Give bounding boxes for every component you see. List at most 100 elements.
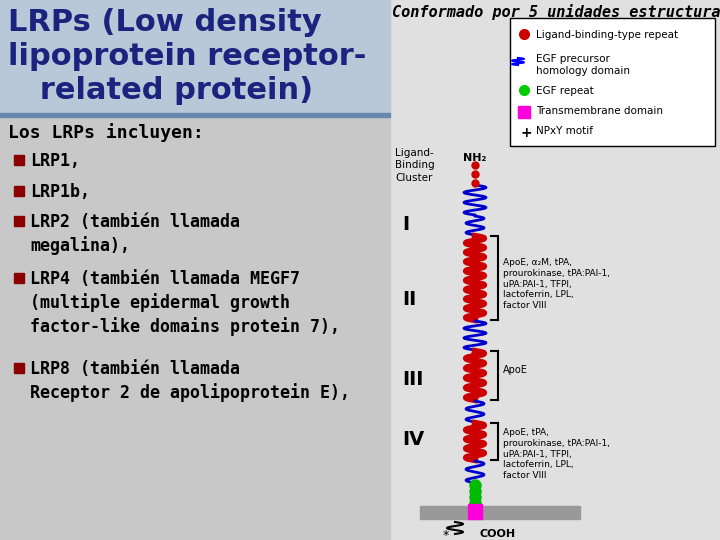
Bar (660, 0, 668, 540)
Bar (132, 0, 140, 540)
Bar (72, 0, 80, 540)
Bar (180, 0, 188, 540)
Text: LRP1,: LRP1, (30, 152, 80, 170)
Bar (24, 0, 32, 540)
Text: +: + (520, 126, 531, 140)
Bar (14, 155, 24, 165)
Text: I: I (402, 215, 409, 234)
Bar (336, 0, 344, 540)
Bar (216, 0, 224, 540)
Text: Los LRPs incluyen:: Los LRPs incluyen: (8, 123, 204, 142)
Bar (492, 0, 500, 540)
Bar (504, 0, 512, 540)
Text: ApoE, α₂M, tPA,
prourokinase, tPA:PAI-1,
uPA:PAI-1, TFPI,
lactoferrin, LPL,
fact: ApoE, α₂M, tPA, prourokinase, tPA:PAI-1,… (503, 258, 610, 310)
Bar (168, 0, 176, 540)
Bar (510, 18, 715, 146)
Text: lipoprotein receptor-: lipoprotein receptor- (8, 42, 366, 71)
Bar (156, 0, 164, 540)
Bar (0, 117, 390, 540)
Bar (240, 0, 248, 540)
Bar (84, 0, 92, 540)
Bar (360, 0, 368, 540)
Text: Conformado por 5 unidades estructurales: Conformado por 5 unidades estructurales (392, 4, 720, 20)
Bar (528, 0, 536, 540)
Bar (588, 0, 596, 540)
Bar (672, 0, 680, 540)
Bar (600, 0, 608, 540)
Bar (384, 0, 392, 540)
Text: III: III (402, 370, 423, 389)
Text: NPxY motif: NPxY motif (536, 126, 593, 136)
Bar (14, 363, 24, 373)
Bar (14, 186, 24, 196)
Bar (0, 0, 390, 113)
Text: ApoE, tPA,
prourokinase, tPA:PAI-1,
uPA:PAI-1, TFPI,
lactoferrin, LPL,
factor VI: ApoE, tPA, prourokinase, tPA:PAI-1, uPA:… (503, 428, 610, 480)
Bar (468, 0, 476, 540)
Bar (372, 0, 380, 540)
Bar (60, 0, 68, 540)
Bar (12, 0, 20, 540)
Bar (300, 0, 308, 540)
Bar (696, 0, 704, 540)
Bar (518, 106, 530, 118)
Bar (96, 0, 104, 540)
Bar (144, 0, 152, 540)
Bar (48, 0, 56, 540)
Text: *: * (443, 529, 449, 540)
Bar (552, 0, 560, 540)
Text: LRP8 (también llamada
Receptor 2 de apolipoprotein E),: LRP8 (también llamada Receptor 2 de apol… (30, 360, 350, 402)
Text: Ligand-binding-type repeat: Ligand-binding-type repeat (536, 30, 678, 40)
Bar (14, 216, 24, 226)
Bar (276, 0, 284, 540)
Bar (390, 0, 720, 540)
Text: Ligand-
Binding
Cluster: Ligand- Binding Cluster (395, 148, 435, 183)
Text: COOH: COOH (480, 529, 516, 539)
Bar (312, 0, 320, 540)
Text: EGF repeat: EGF repeat (536, 86, 594, 96)
Bar (204, 0, 212, 540)
Text: II: II (402, 290, 416, 309)
Bar (444, 0, 452, 540)
Bar (612, 0, 620, 540)
Bar (684, 0, 692, 540)
Bar (14, 273, 24, 283)
Text: related protein): related protein) (8, 76, 313, 105)
Bar (624, 0, 632, 540)
Bar (576, 0, 584, 540)
Bar (708, 0, 716, 540)
Bar (480, 0, 488, 540)
Bar (540, 0, 548, 540)
Bar (288, 0, 296, 540)
Text: IV: IV (402, 430, 424, 449)
Text: LRP4 (también llamada MEGF7
(multiple epidermal growth
factor-like domains prote: LRP4 (también llamada MEGF7 (multiple ep… (30, 270, 340, 336)
Bar (0, 113, 390, 117)
Text: LRP1b,: LRP1b, (30, 183, 90, 201)
Bar (456, 0, 464, 540)
Bar (432, 0, 440, 540)
Text: LRP2 (también llamada
megalina),: LRP2 (también llamada megalina), (30, 213, 240, 255)
Bar (192, 0, 200, 540)
Bar (120, 0, 128, 540)
Bar (420, 0, 428, 540)
Text: NH₂: NH₂ (463, 153, 487, 163)
Text: Transmembrane domain: Transmembrane domain (536, 106, 663, 116)
Bar (636, 0, 644, 540)
Bar (396, 0, 404, 540)
Bar (36, 0, 44, 540)
Text: EGF precursor
homology domain: EGF precursor homology domain (536, 54, 630, 76)
Bar (408, 0, 416, 540)
Bar (516, 0, 524, 540)
Bar (108, 0, 116, 540)
Bar (564, 0, 572, 540)
Bar (0, 0, 8, 540)
Bar (252, 0, 260, 540)
Bar (420, 506, 580, 519)
Bar (264, 0, 272, 540)
Text: ApoE: ApoE (503, 365, 528, 375)
Bar (468, 504, 482, 519)
Bar (324, 0, 332, 540)
Text: LRPs (Low density: LRPs (Low density (8, 8, 322, 37)
Bar (228, 0, 236, 540)
Bar (648, 0, 656, 540)
Bar (348, 0, 356, 540)
